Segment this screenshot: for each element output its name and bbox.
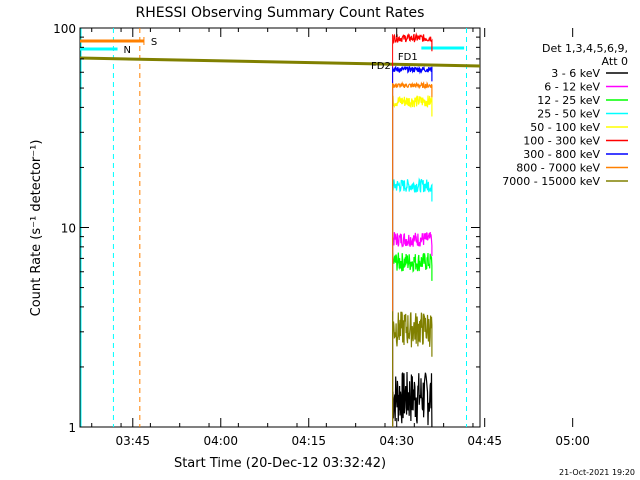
legend-entry-label: 300 - 800 keV [523,148,600,161]
legend-entry-label: 800 - 7000 keV [516,162,600,175]
x-tick-label: 04:30 [379,434,414,448]
series-line [392,177,433,202]
y-axis-label: Count Rate (s⁻¹ detector⁻¹) [29,140,44,317]
x-tick-label: 03:45 [115,434,150,448]
series-line [392,311,433,357]
legend-entry-label: 50 - 100 keV [530,121,600,134]
series-line [392,81,433,98]
legend-entry-label: 6 - 12 keV [544,81,600,94]
fd2-flag-bar [80,56,480,68]
legend-header: Att 0 [602,55,628,68]
saa-flag-label: S [151,37,157,48]
series-line [392,95,433,117]
legend-entry-label: 100 - 300 keV [523,135,600,148]
fd2-flag-label: FD2 [371,61,391,72]
x-tick-label: 04:45 [467,434,502,448]
legend-entry-label: 7000 - 15000 keV [502,175,600,188]
legend-header: Det 1,3,4,5,6,9, [542,42,628,55]
x-tick-label: 05:00 [555,434,590,448]
series-line [392,371,433,427]
x-axis-label: Start Time (20-Dec-12 03:32:42) [174,456,386,471]
x-tick-label: 04:00 [203,434,238,448]
legend-entry-label: 25 - 50 keV [537,108,600,121]
y-tick-label: 1 [68,421,76,435]
legend-entry-label: 3 - 6 keV [551,67,600,80]
x-tick-label: 04:15 [291,434,326,448]
series-line [392,65,433,82]
series-line [392,232,433,256]
chart-title: RHESSI Observing Summary Count Rates [136,5,425,21]
footer-timestamp: 21-Oct-2021 19:20 [559,468,635,477]
series-line [392,32,433,52]
plot-area: S N FD2 FD1 [80,28,480,427]
legend-entry-label: 12 - 25 keV [537,94,600,107]
fd1-flag-label: FD1 [398,52,418,63]
x-axis: 03:45 04:00 04:15 04:30 04:45 05:00 [91,28,590,448]
y-tick-label: 10 [61,222,76,236]
y-axis: 1 10 100 [53,22,480,435]
night-flag-label: N [124,45,131,56]
series-line [392,252,433,281]
y-tick-label: 100 [53,22,76,36]
